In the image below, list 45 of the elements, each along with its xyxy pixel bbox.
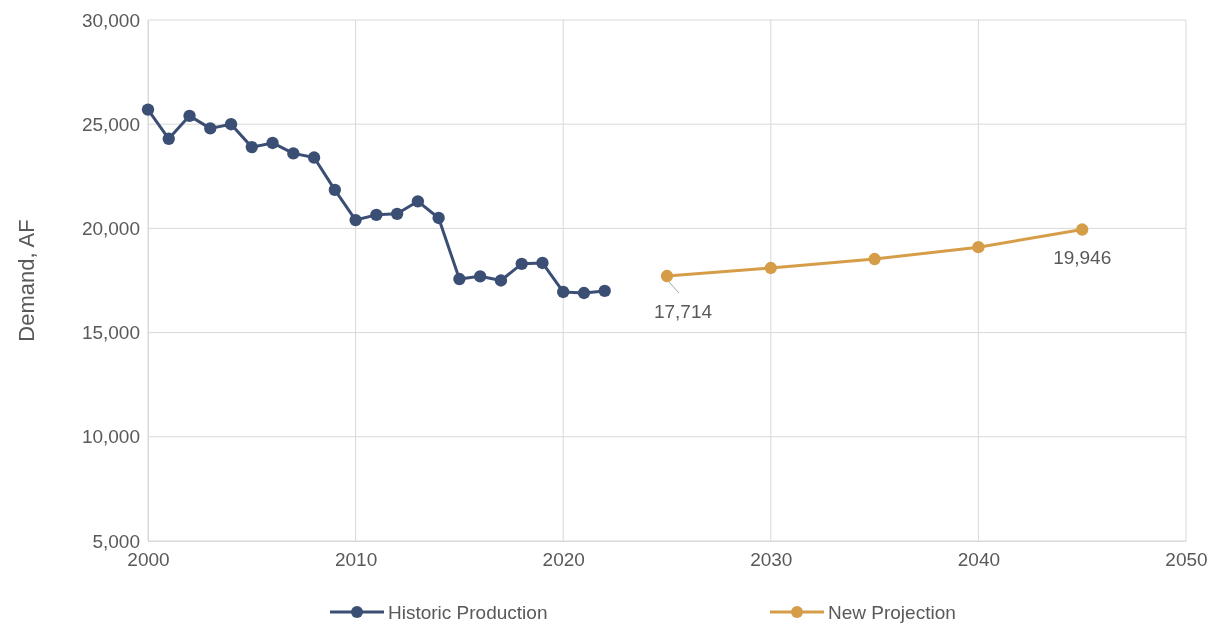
point [868, 252, 881, 266]
x-tick-label: 2050 [1165, 549, 1208, 571]
point [432, 211, 445, 225]
point [224, 118, 238, 131]
point [1076, 223, 1089, 236]
y-tick-label: 30,000 [81, 9, 140, 31]
point [411, 195, 425, 208]
point [473, 270, 487, 283]
y-tick-label: 15,000 [81, 322, 140, 344]
point [972, 240, 985, 254]
point [266, 136, 279, 150]
x-tick-label: 2010 [334, 549, 378, 571]
y-tick-label: 25,000 [81, 113, 140, 135]
point [287, 147, 300, 160]
point [660, 269, 674, 283]
data-label: 19,946 [1053, 246, 1112, 268]
y-tick-label: 20,000 [81, 217, 140, 239]
point [141, 103, 155, 116]
x-tick-label: 2040 [957, 549, 1001, 571]
x-tick-label: 2030 [750, 549, 793, 571]
point [370, 208, 383, 222]
point [390, 207, 404, 220]
y-tick-label: 5,000 [92, 530, 140, 552]
point [183, 109, 196, 123]
point [349, 213, 362, 227]
data-label: 17,714 [653, 301, 713, 323]
point [598, 284, 611, 298]
point [764, 261, 777, 275]
point [536, 256, 549, 270]
point [494, 274, 508, 287]
point [162, 132, 175, 145]
y-axis-title: Demand, AF [14, 219, 39, 342]
x-tick-label: 2000 [127, 549, 170, 571]
y-tick-label: 10,000 [81, 426, 140, 448]
point [328, 183, 342, 197]
legend-label: New Projection [828, 601, 956, 623]
point [557, 285, 570, 299]
point [515, 257, 528, 270]
point [245, 140, 258, 154]
point [307, 151, 321, 164]
legend-label: Historic Production [388, 601, 548, 623]
point [204, 122, 217, 135]
x-tick-label: 2020 [542, 549, 585, 571]
point [453, 272, 466, 286]
point [577, 286, 591, 300]
